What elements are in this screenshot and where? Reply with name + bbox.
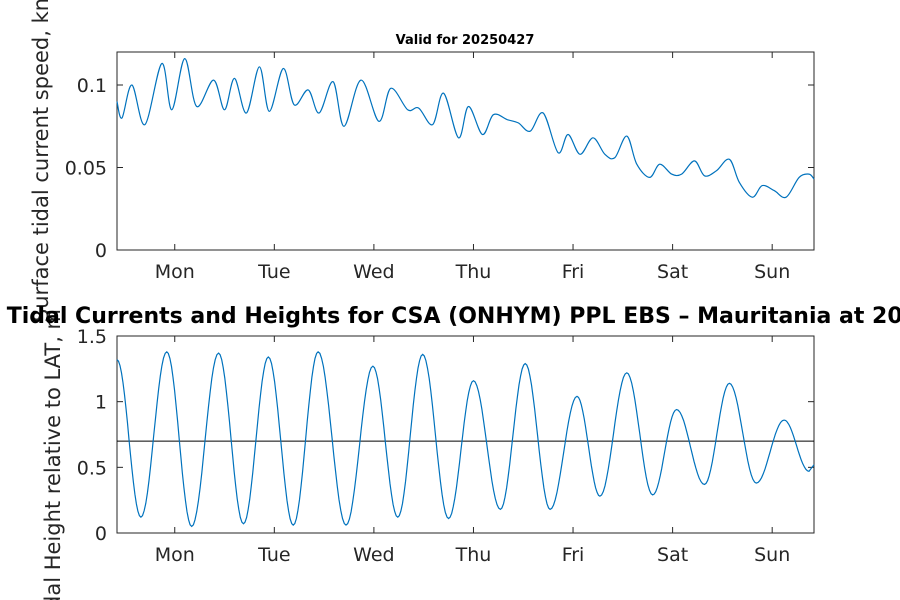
current-speed-xtick-label: Wed xyxy=(353,261,394,283)
current-speed-xtick-label: Mon xyxy=(155,261,195,283)
current-speed-xtick-label: Fri xyxy=(562,261,585,283)
tidal-height-xtick-label: Wed xyxy=(353,544,394,566)
current-speed-y-ticks: 0 0.05 0.1 xyxy=(65,75,814,262)
current-speed-xtick-label: Sun xyxy=(754,261,790,283)
tidal-height-xtick-label: Tue xyxy=(257,544,290,566)
tidal-height-axes-box xyxy=(116,335,815,534)
current-speed-xtick-label: Thu xyxy=(455,261,492,283)
current-speed-panel: Valid for 20250427 0 0.05 0.1 Mon Tue Wed Thu… xyxy=(29,0,815,322)
current-speed-ytick-label: 0 xyxy=(95,240,107,262)
tidal-height-series-line xyxy=(116,350,815,528)
tidal-height-xtick-label: Sun xyxy=(754,544,790,566)
current-speed-ytick-label: 0.05 xyxy=(65,158,107,180)
tidal-height-y-label: Tidal Height relative to LAT, m xyxy=(41,309,65,600)
current-speed-ytick-label: 0.1 xyxy=(77,75,107,97)
tidal-height-xtick-label: Thu xyxy=(455,544,492,566)
current-speed-axes-box xyxy=(116,51,815,251)
tidal-height-panel: 0 0.5 1 1.5 Mon Tue Wed Thu Fri Sat Sun Tidal Hei… xyxy=(41,309,815,600)
tidal-height-ytick-label: 0 xyxy=(95,523,107,545)
tidal-height-xtick-label: Sat xyxy=(657,544,688,566)
tidal-height-xtick-label: Fri xyxy=(562,544,585,566)
main-chart-title: Tidal Currents and Heights for CSA (ONHY… xyxy=(7,304,900,329)
tidal-height-ytick-label: 1 xyxy=(95,392,107,414)
tidal-height-y-ticks: 0 0.5 1 1.5 xyxy=(77,326,814,545)
tidal-height-ytick-label: 1.5 xyxy=(77,326,107,348)
tidal-height-x-ticks: Mon Tue Wed Thu Fri Sat Sun xyxy=(155,336,790,566)
current-speed-title: Valid for 20250427 xyxy=(396,33,535,48)
current-speed-x-ticks: Mon Tue Wed Thu Fri Sat Sun xyxy=(155,52,790,283)
current-speed-xtick-label: Tue xyxy=(257,261,290,283)
tidal-height-xtick-label: Mon xyxy=(155,544,195,566)
current-speed-series-line xyxy=(116,57,815,199)
current-speed-y-label: Surface tidal current speed, kn xyxy=(29,0,53,322)
current-speed-xtick-label: Sat xyxy=(657,261,688,283)
tidal-height-ytick-label: 0.5 xyxy=(77,457,107,479)
